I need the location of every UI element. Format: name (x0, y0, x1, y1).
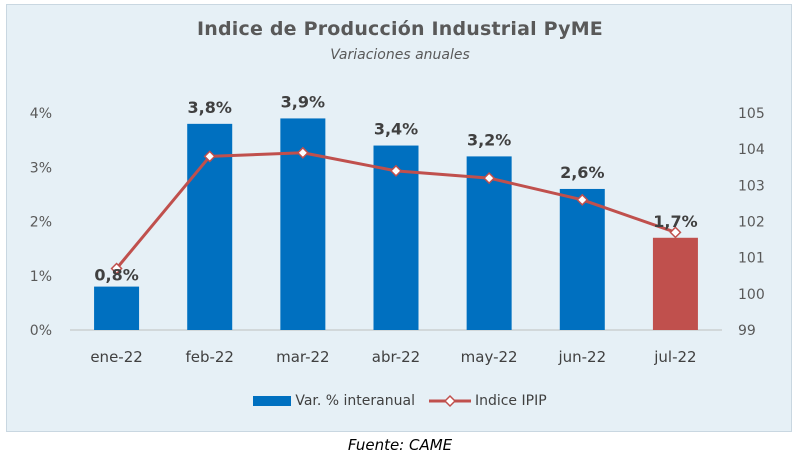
y-right-tick-label: 105 (738, 106, 765, 122)
bar (94, 286, 140, 330)
ipip-point (389, 164, 403, 177)
bar-data-label: 3,2% (467, 130, 511, 149)
ipip-point (203, 150, 216, 163)
legend-bar-label: Var. % interanual (295, 393, 415, 409)
x-tick-label: abr-22 (372, 348, 420, 366)
legend-line-label: Indice IPIP (474, 393, 547, 409)
y-right-tick-label: 102 (738, 215, 765, 231)
bar (652, 237, 698, 330)
ipip-point (483, 172, 496, 185)
bar-data-label: 3,4% (374, 120, 418, 139)
legend-line-swatch (428, 394, 471, 408)
chart-legend: Var. % interanual Indice IPIP (0, 393, 800, 409)
y-left-tick-label: 4% (30, 106, 52, 122)
legend-item-bars[interactable]: Var. % interanual (253, 393, 415, 409)
chart-title: Indice de Producción Industrial PyME (197, 18, 603, 40)
x-tick-label: may-22 (461, 348, 518, 366)
bar-data-label: 2,6% (560, 163, 604, 182)
bar (466, 156, 512, 330)
ipip-point (669, 226, 682, 239)
x-tick-label: ene-22 (90, 348, 142, 366)
chart-subtitle: Variaciones anuales (330, 47, 470, 63)
y-right-tick-label: 100 (738, 287, 765, 303)
x-tick-label: jun-22 (557, 348, 606, 366)
bar-data-label: 3,8% (188, 98, 232, 117)
ipip-point (576, 193, 589, 206)
bar-data-label: 0,8% (94, 266, 138, 285)
y-left-tick-label: 0% (30, 323, 52, 339)
bar (559, 188, 605, 330)
y-right-tick-label: 104 (738, 142, 765, 158)
legend-item-line[interactable]: Indice IPIP (428, 393, 547, 409)
y-left-tick-label: 1% (30, 269, 52, 285)
x-tick-label: mar-22 (276, 348, 330, 366)
x-tick-label: feb-22 (185, 348, 234, 366)
y-left-tick-label: 2% (30, 215, 52, 231)
source-note: Fuente: CAME (347, 436, 453, 454)
x-tick-label: jul-22 (653, 348, 696, 366)
legend-bar-swatch (253, 396, 292, 406)
ipip-point (296, 146, 309, 159)
y-right-tick-label: 103 (738, 178, 765, 194)
y-right-tick-label: 99 (738, 323, 756, 339)
y-right-tick-label: 101 (738, 251, 765, 267)
bar-data-label: 3,9% (281, 92, 325, 111)
y-left-tick-label: 3% (30, 160, 52, 176)
ipip-point (110, 262, 123, 275)
bar-data-label: 1,7% (653, 212, 697, 231)
